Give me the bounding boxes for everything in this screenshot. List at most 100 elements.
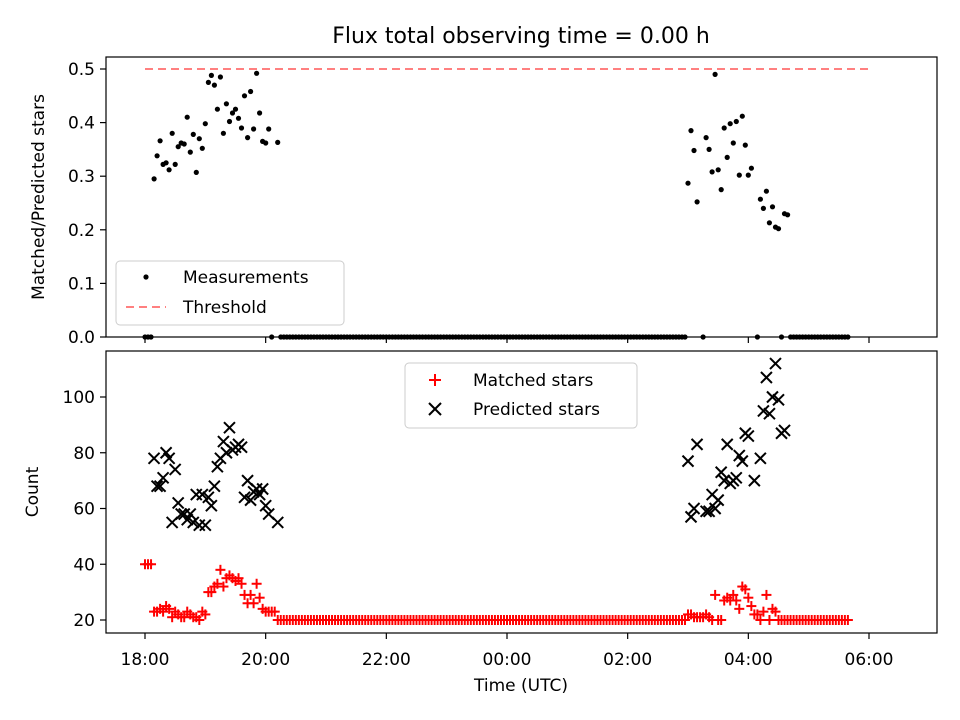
predicted-star-point [730, 471, 743, 485]
measurement-point [211, 82, 217, 88]
matched-stars-layer [140, 559, 853, 625]
measurement-point [727, 121, 733, 127]
predicted-star-point [681, 454, 695, 468]
measurement-point [151, 176, 157, 182]
predicted-star-point [168, 463, 182, 476]
legend-matched-label: Matched stars [473, 371, 593, 391]
predicted-star-point [721, 438, 734, 451]
measurement-point [235, 115, 242, 121]
predicted-star-point [748, 474, 761, 487]
x-tick-label: 04:00 [724, 650, 773, 670]
predicted-star-point [171, 496, 185, 510]
predicted-star-point [244, 493, 257, 507]
measurement-point [739, 113, 745, 119]
matched-star-point [746, 601, 757, 612]
legend-measurements-marker [143, 274, 149, 280]
x-axis-label: Time (UTC) [473, 676, 568, 696]
bottom-y-tick-label: 40 [73, 555, 95, 575]
matched-star-point [248, 598, 259, 609]
measurement-point [254, 70, 260, 76]
predicted-star-point [757, 404, 770, 418]
measurement-point [193, 169, 199, 175]
measurement-point [775, 226, 782, 232]
measurement-point [685, 180, 691, 186]
measurement-point [715, 167, 721, 173]
measurement-point [205, 79, 211, 85]
measurement-point [196, 136, 202, 142]
legend-matched-marker [429, 374, 441, 386]
top-y-tick-label: 0.4 [68, 114, 95, 134]
predicted-star-point [754, 452, 767, 465]
measurement-point [181, 141, 187, 147]
measurement-point [724, 154, 730, 160]
predicted-star-point [208, 479, 221, 493]
top-y-axis: 0.0 0.1 0.2 0.3 0.4 0.5 [68, 60, 106, 348]
matched-star-point [770, 606, 781, 617]
predicted-star-point [223, 421, 236, 434]
measurement-point [184, 114, 190, 120]
bottom-y-axis-label: Count [23, 466, 43, 517]
matched-star-point [755, 615, 766, 625]
x-tick-label: 20:00 [241, 650, 290, 670]
matched-star-point [743, 592, 754, 603]
matched-star-point [752, 609, 763, 620]
measurement-point [736, 172, 742, 178]
top-plot-frame [105, 56, 938, 338]
measurement-point [199, 145, 205, 151]
predicted-stars-layer [147, 357, 791, 532]
matched-star-point [146, 559, 157, 570]
predicted-star-point [238, 491, 251, 504]
legend-measurements-label: Measurements [183, 268, 309, 288]
predicted-star-point [220, 446, 233, 459]
measurement-point [229, 110, 236, 116]
matched-star-point [728, 589, 739, 600]
measurement-point [208, 72, 214, 78]
x-tick-label: 22:00 [362, 650, 411, 670]
measurement-point [766, 220, 773, 226]
measurement-point [760, 205, 767, 211]
measurement-point [190, 131, 196, 137]
matched-star-point [679, 615, 690, 625]
top-x-axis [144, 337, 870, 343]
predicted-star-point [763, 407, 776, 420]
x-tick-label: 00:00 [483, 650, 532, 670]
predicted-star-point [205, 499, 218, 512]
top-legend: Measurements Threshold [115, 260, 345, 326]
matched-star-point [716, 615, 727, 625]
measurement-point [748, 165, 755, 171]
predicted-star-point [742, 429, 755, 443]
matched-star-point [731, 595, 742, 606]
matched-star-point [164, 603, 175, 614]
predicted-star-point [708, 502, 722, 515]
legend-predicted-label: Predicted stars [473, 400, 600, 420]
measurement-point [718, 187, 724, 193]
matched-star-point [269, 606, 280, 617]
predicted-star-point [736, 454, 749, 468]
bottom-y-tick-label: 80 [73, 444, 95, 464]
predicted-star-point [271, 516, 284, 529]
chart-title: Flux total observing time = 0.00 h [332, 24, 710, 49]
top-y-tick-label: 0.3 [68, 167, 95, 187]
matched-star-point [200, 609, 211, 620]
predicted-star-point [717, 474, 731, 487]
matched-star-point [842, 615, 853, 625]
measurement-point [785, 212, 791, 218]
matched-star-point [212, 578, 223, 589]
matched-star-point [758, 606, 769, 617]
bottom-y-axis: 20 40 60 80 100 [63, 388, 106, 631]
measurement-point [703, 135, 709, 141]
top-y-tick-label: 0.1 [68, 274, 95, 294]
measurement-point [691, 147, 697, 154]
measurement-point [232, 106, 239, 112]
predicted-star-point [150, 479, 164, 493]
legend-predicted-marker [428, 402, 442, 416]
bottom-y-tick-label: 20 [73, 611, 95, 631]
predicted-star-point [760, 371, 773, 384]
measurement-point [238, 125, 245, 131]
measurement-point [241, 93, 248, 99]
measurement-point [169, 130, 175, 136]
measurement-point [226, 118, 233, 125]
measurement-point [721, 125, 727, 131]
predicted-star-point [714, 466, 728, 479]
